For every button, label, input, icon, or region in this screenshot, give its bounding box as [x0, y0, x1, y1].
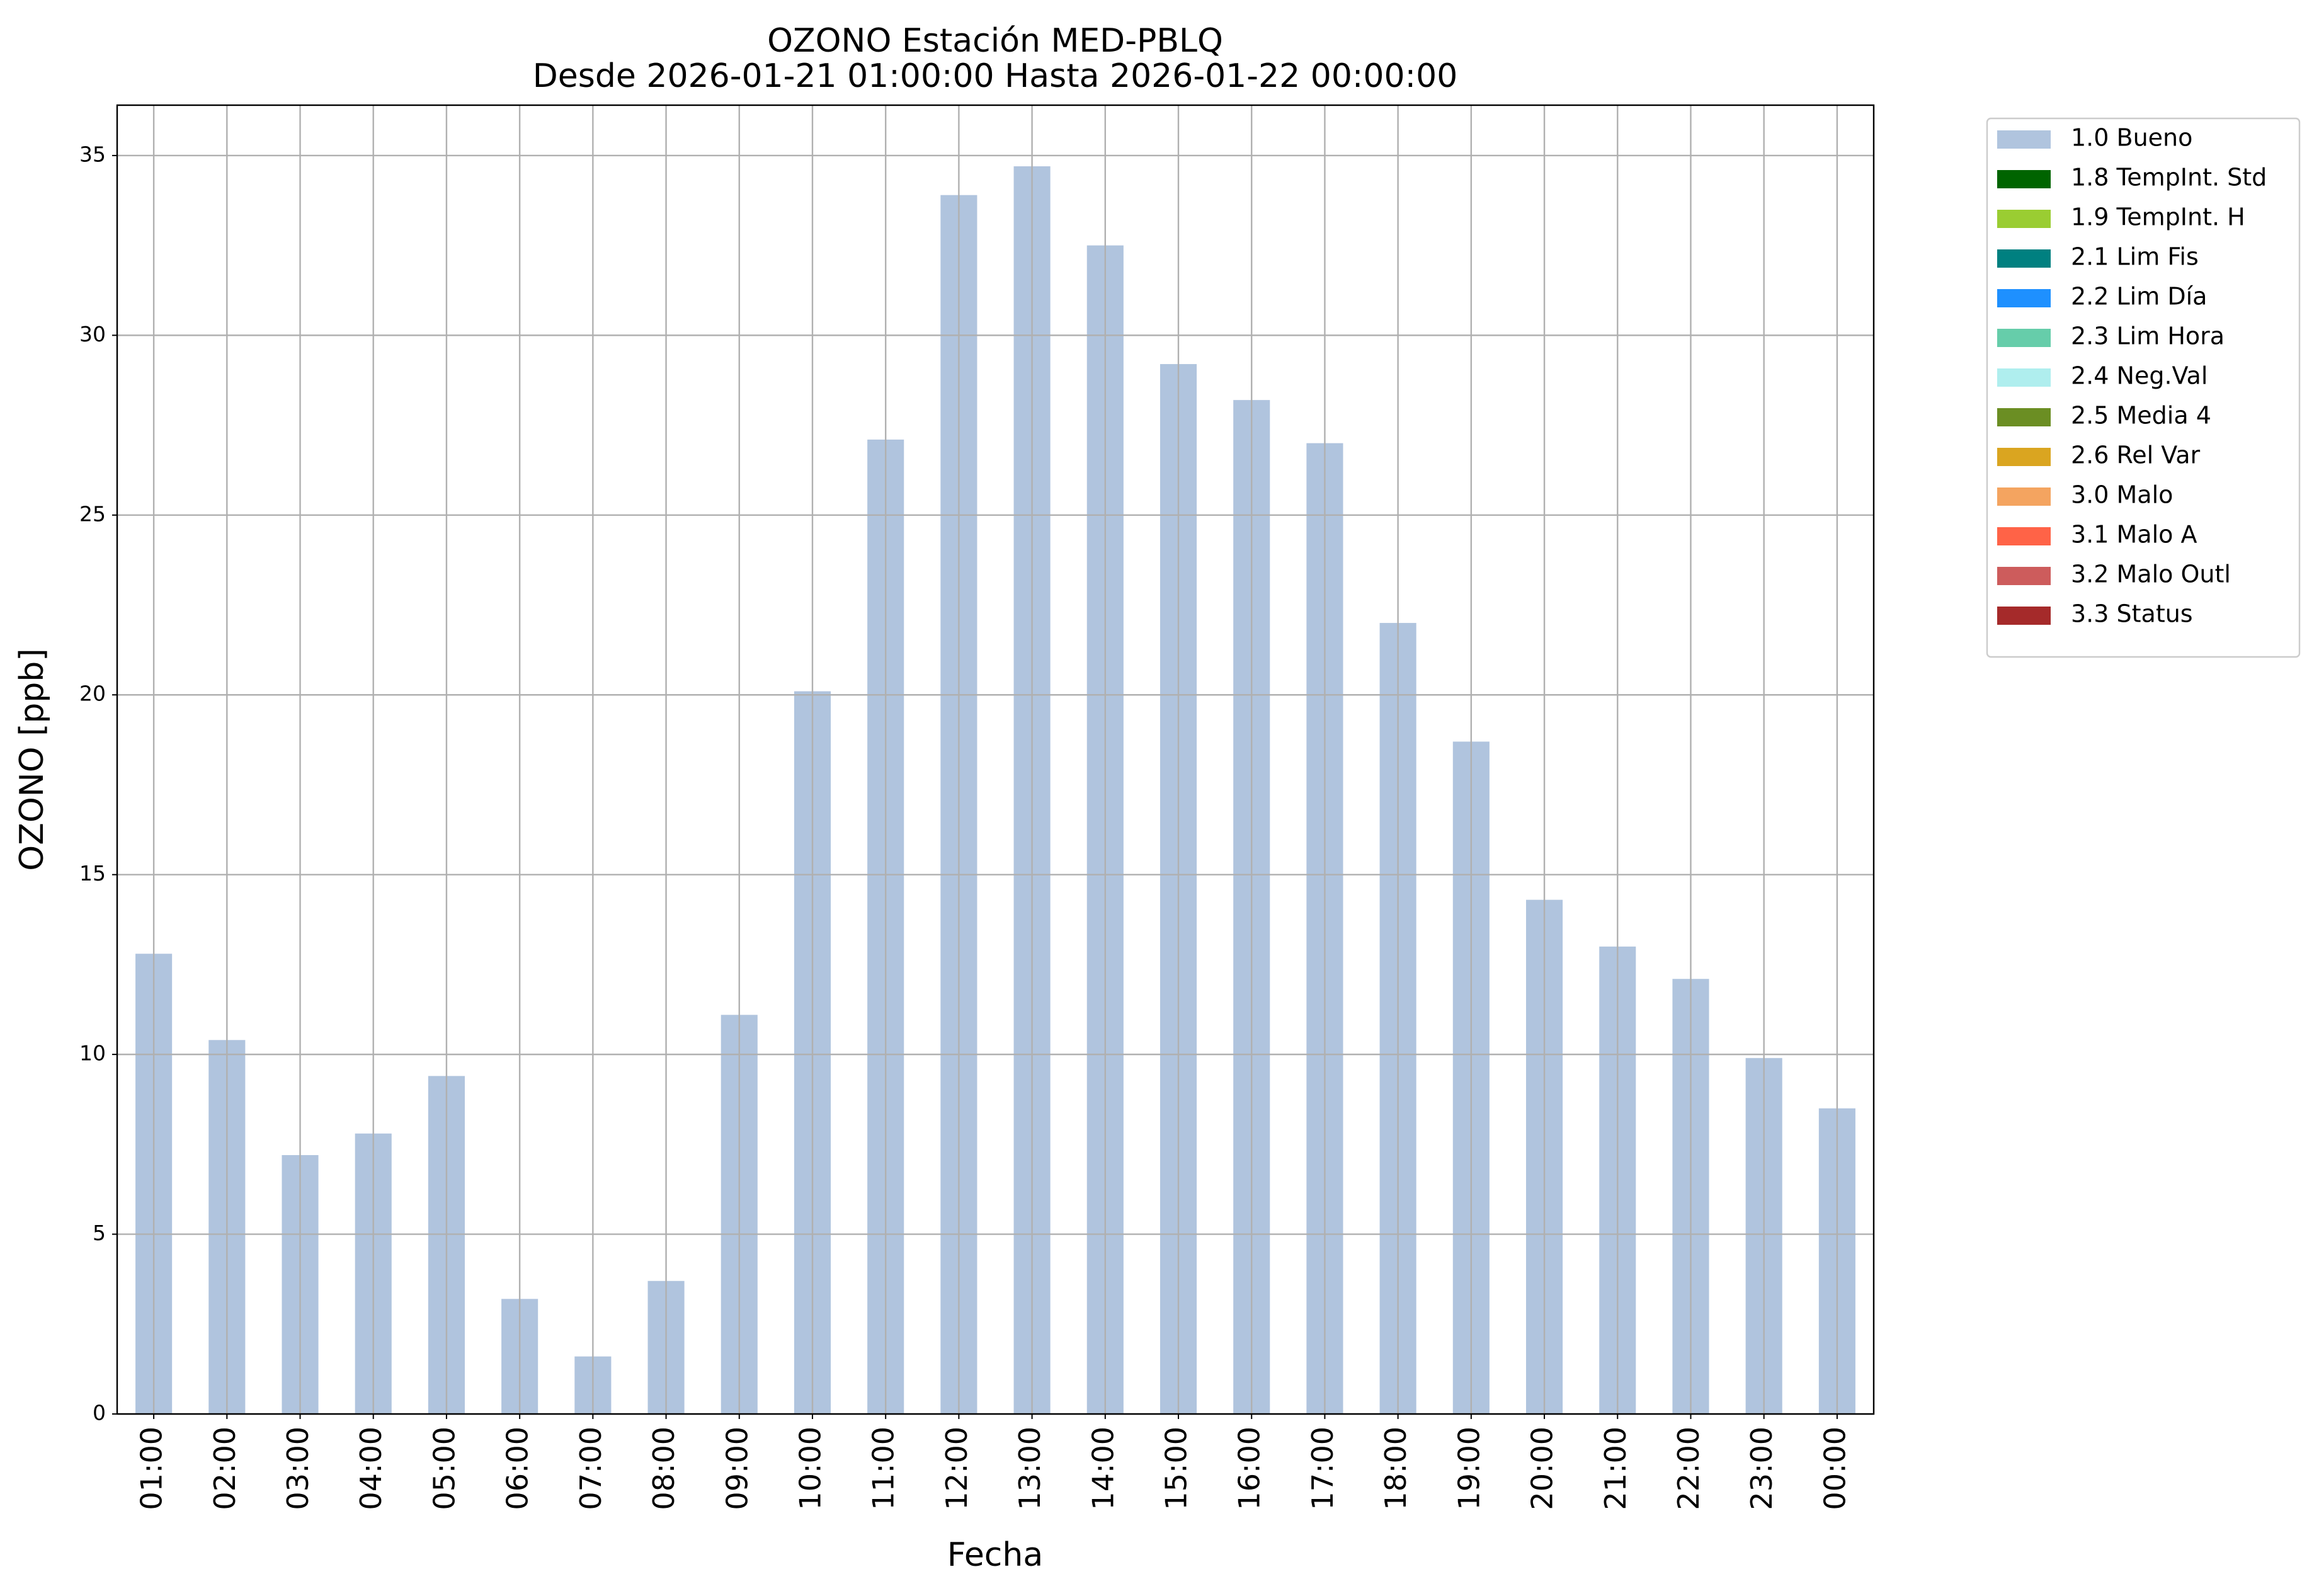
- x-tick-label: 06:00: [501, 1427, 535, 1510]
- y-tick-label: 20: [79, 681, 106, 706]
- y-axis-label: OZONO [ppb]: [13, 648, 51, 870]
- legend-swatch: [1997, 368, 2051, 387]
- legend-swatch: [1997, 527, 2051, 545]
- x-tick-label: 16:00: [1233, 1427, 1267, 1510]
- legend-label: 2.2 Lim Día: [2071, 283, 2207, 311]
- legend-label: 2.4 Neg.Val: [2071, 362, 2208, 390]
- legend-label: 2.6 Rel Var: [2071, 442, 2201, 469]
- x-tick-label: 12:00: [940, 1427, 974, 1510]
- legend-swatch: [1997, 607, 2051, 625]
- legend-swatch: [1997, 210, 2051, 228]
- legend-swatch: [1997, 329, 2051, 347]
- x-tick-label: 18:00: [1379, 1427, 1413, 1510]
- x-tick-label: 23:00: [1745, 1427, 1779, 1510]
- y-tick-label: 25: [79, 501, 106, 526]
- x-tick-label: 17:00: [1306, 1427, 1340, 1510]
- legend-swatch: [1997, 567, 2051, 585]
- x-tick-label: 13:00: [1013, 1427, 1047, 1510]
- legend-label: 2.3 Lim Hora: [2071, 322, 2225, 350]
- x-axis-label: Fecha: [947, 1536, 1043, 1574]
- x-tick-label: 22:00: [1672, 1427, 1706, 1510]
- legend-swatch: [1997, 448, 2051, 466]
- y-tick-label: 35: [79, 142, 106, 166]
- x-tick-label: 05:00: [427, 1427, 461, 1510]
- y-tick-label: 5: [93, 1221, 106, 1245]
- legend-label: 3.1 Malo A: [2071, 521, 2197, 549]
- plot-frame: [116, 104, 1875, 1415]
- legend-label: 2.5 Media 4: [2071, 402, 2211, 430]
- legend-swatch: [1997, 130, 2051, 149]
- x-tick-label: 09:00: [720, 1427, 754, 1510]
- legend-label: 1.9 TempInt. H: [2071, 203, 2245, 231]
- legend-label: 1.8 TempInt. Std: [2071, 164, 2267, 191]
- x-tick-label: 19:00: [1452, 1427, 1486, 1510]
- x-tick-label: 02:00: [208, 1427, 242, 1510]
- x-tick-label: 04:00: [354, 1427, 388, 1510]
- x-tick-label: 07:00: [574, 1427, 608, 1510]
- x-tick-label: 15:00: [1160, 1427, 1194, 1510]
- legend-swatch: [1997, 408, 2051, 426]
- x-tick-label: 21:00: [1598, 1427, 1632, 1510]
- y-tick-label: 15: [79, 861, 106, 886]
- chart-title: OZONO Estación MED-PBLQ: [767, 22, 1223, 60]
- x-tick-label: 14:00: [1086, 1427, 1120, 1510]
- legend-label: 3.0 Malo: [2071, 481, 2173, 509]
- chart-subtitle: Desde 2026-01-21 01:00:00 Hasta 2026-01-…: [533, 57, 1458, 95]
- x-tick-label: 10:00: [793, 1427, 827, 1510]
- legend-swatch: [1997, 249, 2051, 268]
- legend-label: 3.2 Malo Outl: [2071, 561, 2231, 588]
- y-tick-label: 0: [93, 1401, 106, 1425]
- legend-box: [1986, 117, 2301, 658]
- legend-swatch: [1997, 289, 2051, 307]
- x-tick-label: 20:00: [1525, 1427, 1559, 1510]
- y-tick-label: 10: [79, 1041, 106, 1066]
- x-tick-label: 00:00: [1818, 1427, 1852, 1510]
- x-tick-label: 11:00: [867, 1427, 901, 1510]
- legend-swatch: [1997, 170, 2051, 188]
- legend-label: 1.0 Bueno: [2071, 124, 2192, 152]
- x-tick-label: 08:00: [647, 1427, 681, 1510]
- legend-swatch: [1997, 487, 2051, 506]
- legend-label: 3.3 Status: [2071, 600, 2193, 628]
- y-tick-label: 30: [79, 322, 106, 346]
- legend-label: 2.1 Lim Fis: [2071, 243, 2199, 271]
- x-tick-label: 01:00: [135, 1427, 169, 1510]
- x-tick-label: 03:00: [281, 1427, 315, 1510]
